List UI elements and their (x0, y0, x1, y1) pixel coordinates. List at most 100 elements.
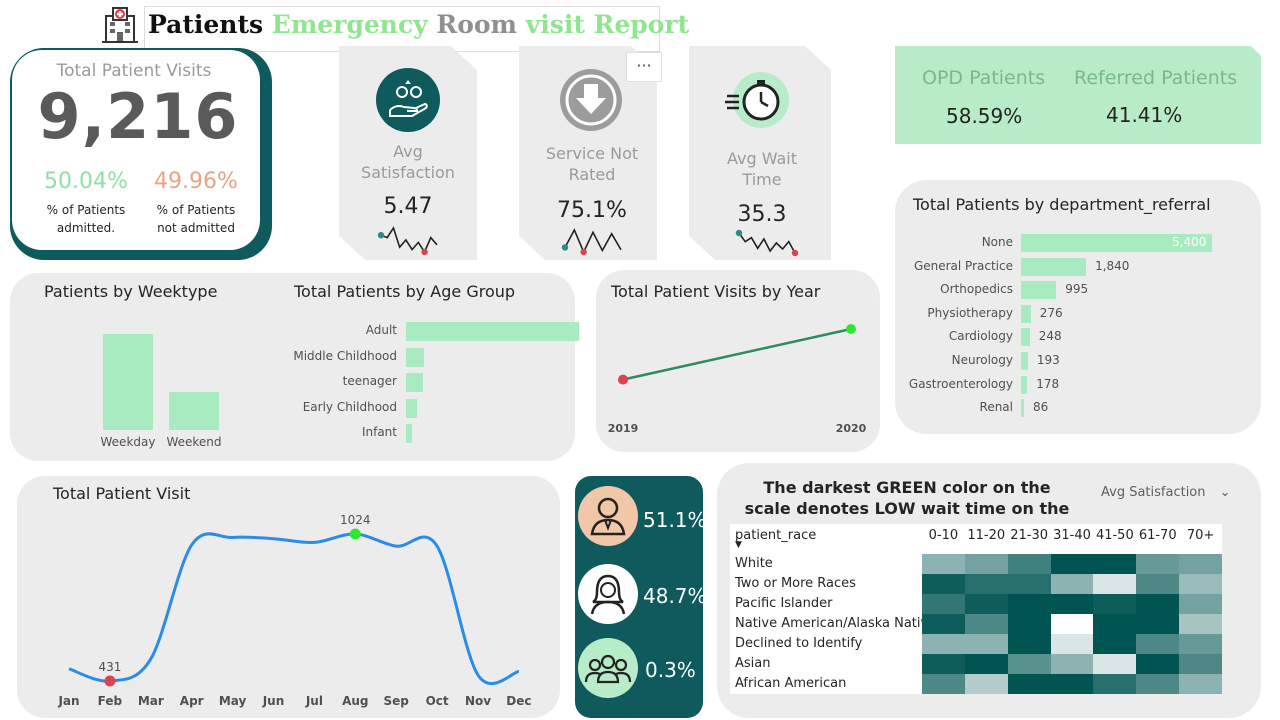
age-bar (406, 398, 418, 418)
dept-value-label: 276 (1039, 305, 1063, 320)
heatmap-cell (964, 574, 1008, 594)
heatmap-row-label: Asian (735, 656, 771, 671)
sparkline-min-marker (791, 249, 799, 257)
heatmap-column-label: 31-40 (1053, 528, 1091, 543)
dept-bar (1021, 399, 1025, 418)
heatmap-cell (1179, 554, 1222, 574)
month-tick-label: Dec (506, 694, 531, 708)
dept-value-label: 178 (1036, 376, 1060, 391)
year-tick-label: 2019 (608, 422, 639, 435)
dept-bar (1021, 257, 1087, 276)
heatmap-cell (1093, 654, 1137, 674)
heatmap-row-header[interactable]: patient_race (735, 528, 817, 543)
age-group-title: Total Patients by Age Group (294, 282, 516, 301)
sparkline-start-marker (561, 244, 569, 251)
year-trend-line (622, 327, 852, 381)
month-tick-label: Sep (384, 694, 410, 708)
hospital-icon (100, 6, 140, 44)
weektype-bar (169, 391, 219, 430)
month-tick-label: Jan (57, 694, 79, 708)
age-category-label: Adult (365, 323, 397, 337)
dept-value-label: 995 (1065, 282, 1089, 297)
total-visits-card: Total Patient Visits 9,216 50.04% 49.96%… (10, 48, 272, 260)
female-pct: 48.7% (643, 584, 707, 608)
heatmap-cell (1179, 654, 1222, 674)
dept-bar (1021, 281, 1057, 300)
dept-category-label: None (981, 235, 1013, 249)
male-pct: 51.1% (643, 508, 707, 532)
heatmap-row-label: Declined to Identify (735, 636, 863, 651)
heatmap-cell (1093, 574, 1137, 594)
heatmap-column-label: 61-70 (1138, 528, 1177, 543)
heatmap-grid (922, 554, 1222, 694)
monthly-max-marker (349, 528, 361, 540)
dept-bar (1021, 328, 1030, 347)
heatmap-cell (922, 554, 965, 574)
sparkline-min-marker (421, 248, 428, 256)
month-tick-label: Jun (262, 694, 285, 708)
heatmap-cell (1007, 574, 1051, 594)
heatmap-cell (1007, 594, 1051, 614)
visits-by-year-card (596, 270, 880, 452)
heatmap-cell (1136, 634, 1180, 654)
heatmap-cell (1136, 654, 1180, 674)
heatmap-cell (964, 594, 1008, 614)
not-rated-sparkline (561, 228, 622, 256)
heatmap-row-labels: White Two or More Races Pacific Islander Na… (730, 554, 936, 694)
heatmap-column-headers: 0-10 11-20 21-30 31-40 41-50 61-70 70+ (922, 528, 1222, 548)
wait-time-sparkline (735, 229, 799, 257)
weektype-category-label: Weekday (100, 435, 156, 449)
dept-category-label: Cardiology (948, 329, 1013, 344)
avg-satisfaction-label: Avg Satisfaction (361, 142, 455, 182)
sort-desc-icon: ▼ (735, 540, 742, 550)
heatmap-cell (1093, 614, 1137, 634)
not-admitted-pct: 49.96% (154, 169, 238, 194)
sparkline-start-marker (377, 232, 385, 239)
heatmap-cell (964, 614, 1008, 634)
month-tick-label: Jul (305, 694, 323, 708)
heatmap-cell (1050, 654, 1094, 674)
heatmap-cell (1136, 554, 1180, 574)
down-arrow-circle-icon (559, 68, 623, 136)
year-marker-max (846, 324, 856, 334)
age-bar (406, 424, 412, 443)
heatmap-cell (1179, 634, 1222, 654)
satisfaction-sparkline (377, 226, 438, 256)
heatmap-cell (1050, 554, 1094, 574)
heatmap-column-label: 70+ (1186, 528, 1215, 543)
heatmap-cell (1050, 674, 1094, 694)
month-tick-label: Mar (138, 694, 164, 708)
visits-by-year-title: Total Patient Visits by Year (611, 282, 821, 301)
more-options-button[interactable]: ··· (626, 52, 662, 82)
dept-category-label: Physiotherapy (927, 305, 1013, 320)
age-category-label: Infant (361, 425, 397, 439)
measure-dropdown[interactable]: Avg Satisfaction ⌄ (1101, 485, 1231, 500)
sparkline-min-marker (580, 248, 587, 256)
heatmap-row-label: African American (735, 676, 847, 691)
weektype-chart: Weekday Weekend (90, 310, 240, 455)
heatmap-row-label: Native American/Alaska Native (735, 616, 937, 631)
age-category-label: teenager (342, 374, 397, 388)
heatmap-cell (922, 574, 965, 594)
monthly-min-marker (104, 675, 116, 687)
sparkline-path (564, 228, 622, 254)
heatmap-cell (922, 674, 965, 694)
admitted-label: % of Patients admitted. (46, 203, 126, 235)
heatmap-column-label: 41-50 (1095, 528, 1134, 543)
gender-split-panel: 51.1% 48.7% 0.3% (575, 476, 707, 718)
heatmap-cell (1007, 654, 1051, 674)
age-bar (406, 373, 424, 392)
group-users-icon (578, 638, 638, 702)
month-tick-label: Apr (180, 694, 204, 708)
heatmap-cell (1136, 614, 1180, 634)
avg-satisfaction-value: 5.47 (383, 194, 433, 219)
heatmap-cell (1136, 674, 1180, 694)
heatmap-cell (1179, 614, 1222, 634)
service-not-rated-tile: Service Not Rated 75.1% (519, 46, 657, 260)
month-tick-label: Feb (98, 694, 123, 708)
heatmap-cell (1007, 554, 1051, 574)
heatmap-column-label: 11-20 (967, 528, 1006, 543)
dept-value-label: 5,400 (1172, 235, 1207, 249)
report-title: Patients Emergency Room visit Report (148, 10, 690, 39)
heatmap-cell (922, 594, 965, 614)
